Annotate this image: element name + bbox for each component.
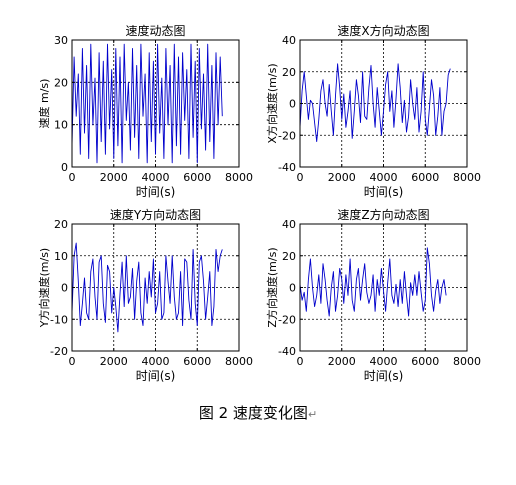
y-tick-label: -10 <box>50 313 68 326</box>
x-tick-label: 2000 <box>328 355 356 368</box>
x-tick-label: 6000 <box>411 171 439 184</box>
y-tick-label: -40 <box>278 345 296 358</box>
y-tick-label: -20 <box>278 129 296 142</box>
x-tick-label: 2000 <box>328 171 356 184</box>
y-tick-label: -40 <box>278 161 296 174</box>
y-tick-label: 20 <box>54 76 68 89</box>
x-axis-label: 时间(s) <box>364 369 404 383</box>
series-line <box>71 242 223 333</box>
chart-title: 速度动态图 <box>125 23 185 38</box>
series-line <box>71 43 223 164</box>
series-line <box>299 63 451 143</box>
x-tick-label: 6000 <box>183 171 211 184</box>
x-tick-label: 4000 <box>142 355 170 368</box>
x-tick-label: 6000 <box>411 355 439 368</box>
y-axis-label: 速度 m/s) <box>37 79 51 129</box>
y-tick-label: 0 <box>289 98 296 111</box>
chart-title: 速度Z方向动态图 <box>337 207 429 222</box>
x-tick-label: 2000 <box>100 171 128 184</box>
x-tick-label: 4000 <box>370 355 398 368</box>
y-tick-label: -20 <box>278 313 296 326</box>
x-tick-label: 8000 <box>453 171 481 184</box>
x-axis-label: 时间(s) <box>364 185 404 199</box>
y-axis-label: Y方向速度(m/s) <box>37 248 51 328</box>
chart-title: 速度X方向动态图 <box>337 23 429 38</box>
y-tick-label: 10 <box>54 119 68 132</box>
chart-panel-x-speed: 0 2000 4000 6000 8000 -40 -20 0 20 40 速度X方向动态图时间(s… <box>265 23 481 199</box>
x-axis-label: 时间(s) <box>136 185 176 199</box>
y-tick-label: 20 <box>282 66 296 79</box>
x-axis-label: 时间(s) <box>136 369 176 383</box>
chart-panel-y-speed: 0 2000 4000 6000 8000 -20 -10 0 10 20 速度Y方向动态图时间(s… <box>37 207 253 383</box>
x-tick-label: 6000 <box>183 355 211 368</box>
x-tick-label: 0 <box>297 355 304 368</box>
x-tick-label: 0 <box>69 355 76 368</box>
paragraph-mark: ↵ <box>307 408 318 421</box>
figure-caption-text: 图 2 速度变化图 <box>198 404 308 422</box>
y-axis-label: X方向速度(m/s) <box>265 63 279 143</box>
y-tick-label: 0 <box>61 161 68 174</box>
y-tick-label: 10 <box>54 250 68 263</box>
chart-title: 速度Y方向动态图 <box>110 207 201 222</box>
chart-panel-z-speed: 0 2000 4000 6000 8000 -40 -20 0 20 40 速度Z方向动态图时间(s… <box>265 207 481 383</box>
x-tick-label: 8000 <box>225 171 253 184</box>
series-line <box>299 247 447 317</box>
y-tick-label: 20 <box>282 250 296 263</box>
x-tick-label: 8000 <box>453 355 481 368</box>
x-tick-label: 0 <box>69 171 76 184</box>
x-tick-label: 0 <box>297 171 304 184</box>
y-tick-label: 0 <box>61 282 68 295</box>
x-tick-label: 4000 <box>370 171 398 184</box>
y-tick-label: 20 <box>54 218 68 231</box>
figure-caption: 图 2 速度变化图↵ <box>0 402 516 423</box>
x-tick-label: 4000 <box>142 171 170 184</box>
x-tick-label: 8000 <box>225 355 253 368</box>
y-tick-label: 40 <box>282 218 296 231</box>
y-tick-label: 30 <box>54 34 68 47</box>
y-axis-label: Z方向速度(m/s) <box>265 247 279 327</box>
y-tick-label: 0 <box>289 282 296 295</box>
y-tick-label: 40 <box>282 34 296 47</box>
x-tick-label: 2000 <box>100 355 128 368</box>
y-tick-label: -20 <box>50 345 68 358</box>
